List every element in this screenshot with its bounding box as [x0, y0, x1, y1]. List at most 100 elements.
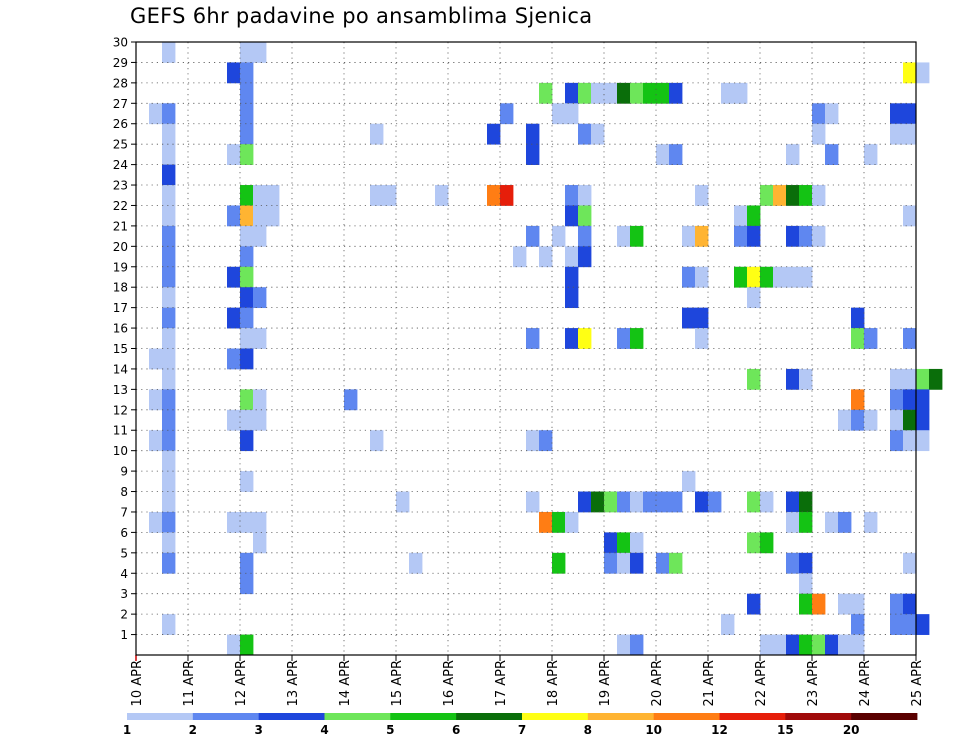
heatmap-cell [695, 225, 709, 247]
x-tick-label: 20 APR [650, 660, 665, 706]
heatmap-cell [539, 511, 553, 533]
y-tick-label: 23 [113, 179, 128, 193]
heatmap-cell [825, 103, 839, 125]
heatmap-cell [253, 225, 267, 247]
heatmap-cell [162, 389, 176, 411]
heatmap-cell [539, 246, 553, 268]
y-tick-label: 20 [113, 240, 128, 254]
y-tick-label: 28 [113, 76, 128, 90]
heatmap-cell [864, 511, 878, 533]
heatmap-cell [799, 511, 813, 533]
heatmap-cell [760, 532, 774, 554]
heatmap-cell [240, 103, 254, 125]
colorbar-swatch [719, 713, 786, 720]
x-axis-ticks: 10 APR 11 APR 12 APR 13 APR 14 APR 15 APR 16 A… [130, 655, 925, 706]
heatmap-cell [162, 532, 176, 554]
heatmap-cell [149, 511, 163, 533]
colorbar-swatch [258, 713, 325, 720]
heatmap-cell [240, 307, 254, 329]
heatmap-cell [747, 593, 761, 615]
heatmap-cell [240, 42, 254, 63]
colorbar-label: 10 [645, 723, 662, 737]
y-tick-label: 9 [120, 465, 128, 479]
heatmap-cell [162, 430, 176, 452]
heatmap-cell [565, 82, 579, 104]
y-tick-label: 22 [113, 199, 128, 213]
colorbar-label: 20 [843, 723, 860, 737]
heatmap-cell [630, 82, 644, 104]
heatmap-cell [149, 103, 163, 125]
heatmap-cell [747, 368, 761, 390]
heatmap-cell [526, 123, 540, 145]
heatmap-cell [253, 532, 267, 554]
heatmap-cell [370, 123, 384, 145]
heatmap-cell [162, 246, 176, 268]
heatmap-cell [565, 103, 579, 125]
heatmap-cell [903, 328, 917, 349]
heatmap-cell [786, 511, 800, 533]
heatmap-cell [604, 82, 618, 104]
heatmap-cell [240, 348, 254, 370]
colorbar-label: 6 [452, 723, 460, 737]
heatmap-cell [604, 491, 618, 513]
y-tick-label: 21 [113, 219, 128, 233]
heatmap-cell [890, 123, 904, 145]
heatmap-cell [630, 491, 644, 513]
heatmap-cell [370, 185, 384, 206]
heatmap-cell [552, 511, 566, 533]
heatmap-cell [253, 389, 267, 411]
y-tick-label: 1 [120, 628, 128, 642]
heatmap-cell [799, 593, 813, 615]
heatmap-cell [578, 328, 592, 349]
heatmap-cell [565, 328, 579, 349]
heatmap-cell [773, 266, 787, 288]
heatmap-cell [526, 491, 540, 513]
heatmap-cell [240, 409, 254, 431]
heatmap-cell [903, 552, 917, 574]
y-tick-label: 30 [113, 36, 128, 50]
heatmap-cell [786, 491, 800, 513]
heatmap-cell [890, 430, 904, 452]
colorbar-label: 15 [777, 723, 794, 737]
heatmap-cell [526, 328, 540, 349]
colorbar-swatch [324, 713, 391, 720]
heatmap-cell [253, 409, 267, 431]
heatmap-cell [578, 205, 592, 227]
heatmap-cell [604, 532, 618, 554]
heatmap-cell [578, 225, 592, 247]
y-tick-label: 15 [113, 342, 128, 356]
heatmap-cell [929, 368, 943, 390]
heatmap-cell [747, 266, 761, 288]
heatmap-cell [240, 430, 254, 452]
heatmap-cell [149, 348, 163, 370]
heatmap-cell [799, 491, 813, 513]
heatmap-cell [552, 552, 566, 574]
heatmap-cell [786, 225, 800, 247]
heatmap-cell [812, 634, 826, 656]
heatmap-cell [851, 593, 865, 615]
heatmap-cell [162, 328, 176, 349]
heatmap-cell [162, 42, 176, 63]
x-tick-label: 17 APR [494, 660, 509, 706]
heatmap-cell [799, 573, 813, 595]
heatmap-cell [916, 368, 930, 390]
x-tick-label: 13 APR [286, 660, 301, 706]
heatmap-cell [253, 511, 267, 533]
heatmap-cell [617, 328, 631, 349]
heatmap-cell [851, 307, 865, 329]
heatmap-cell [916, 409, 930, 431]
heatmap-cell [851, 614, 865, 635]
heatmap-cell [253, 287, 267, 309]
heatmap-cell [786, 368, 800, 390]
colorbar: 1 2 3 4 5 6 7 8 10 12 15 20 [123, 713, 918, 737]
heatmap-cell [864, 409, 878, 431]
colorbar-label: 3 [254, 723, 262, 737]
heatmap-cell [838, 511, 852, 533]
heatmap-cell [786, 144, 800, 165]
heatmap-cell [695, 307, 709, 329]
heatmap-cell [851, 328, 865, 349]
heatmap-cell [890, 103, 904, 125]
y-tick-label: 19 [113, 260, 128, 274]
heatmap-cell [864, 144, 878, 165]
heatmap-cell [799, 225, 813, 247]
